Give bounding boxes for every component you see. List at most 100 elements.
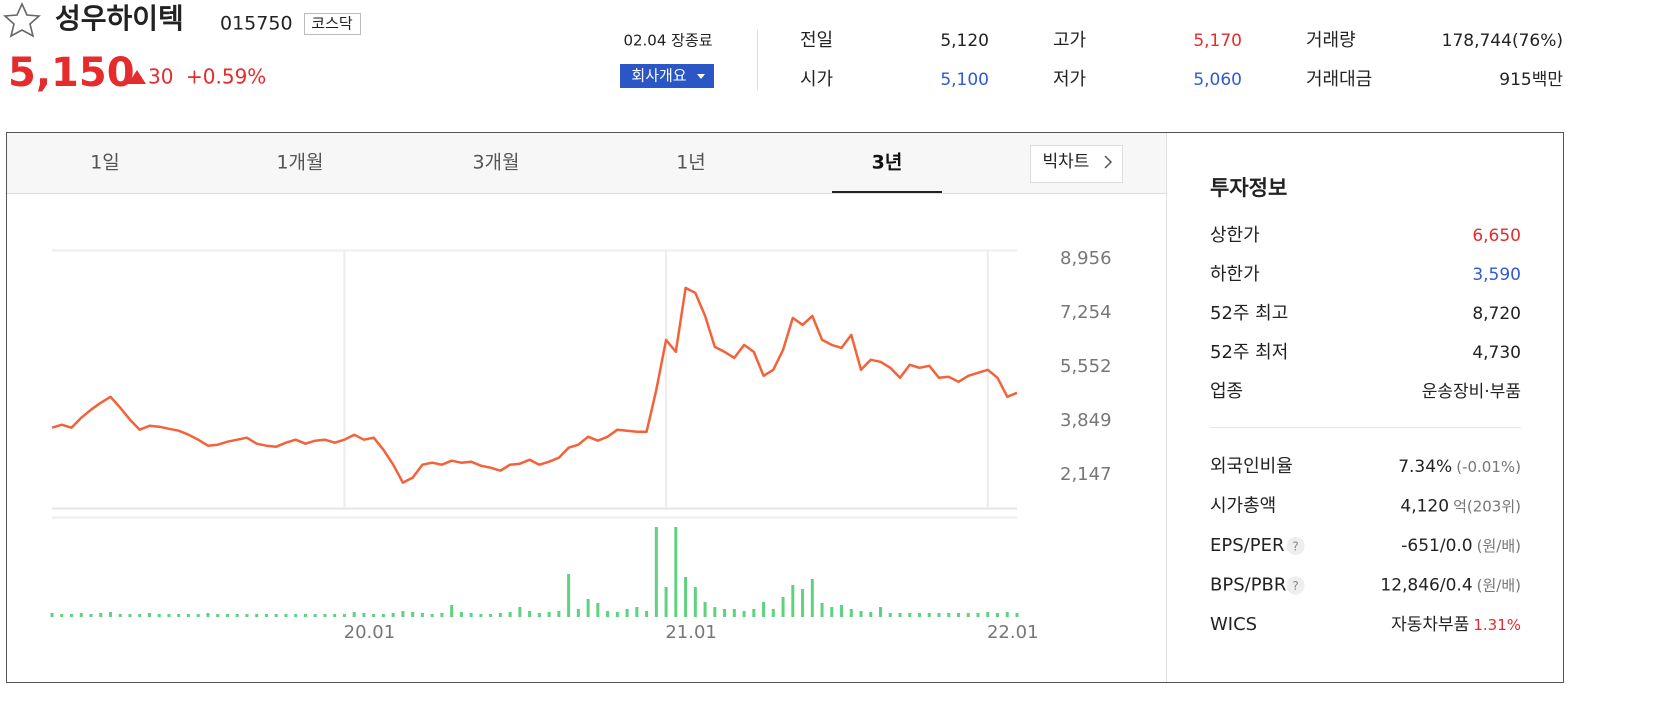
- x-tick-label: 21.01: [665, 622, 717, 643]
- chart-box: [6, 132, 1564, 683]
- volume-bar: [576, 609, 580, 617]
- tab[interactable]: 1년: [676, 152, 706, 174]
- volume-bar: [957, 613, 961, 617]
- volume-bar: [489, 614, 493, 617]
- volume-bar: [810, 579, 814, 617]
- volume-bar: [723, 609, 727, 617]
- volume-bar: [674, 527, 678, 617]
- volume-bar: [303, 614, 307, 617]
- stock-code: 015750: [220, 13, 293, 35]
- info-value: 4,730: [1472, 343, 1521, 363]
- sub-value: (-0.01%): [1456, 458, 1521, 476]
- volume-bar: [323, 614, 327, 617]
- volume-bar: [732, 609, 736, 617]
- stat-value: 178,744(76%): [1442, 31, 1563, 51]
- volume-bar: [450, 605, 454, 617]
- volume-bar: [381, 614, 385, 617]
- volume-bar: [333, 614, 337, 617]
- volume-bar: [996, 613, 1000, 617]
- y-tick-label: 5,552: [1060, 356, 1112, 377]
- market-badge: [304, 13, 361, 35]
- value: 4,730: [1472, 343, 1521, 363]
- volume-bar: [801, 589, 805, 617]
- help-icon[interactable]: [1286, 576, 1305, 595]
- info-label: 시가총액: [1210, 496, 1276, 517]
- volume-bar: [167, 614, 171, 617]
- volume-bar: [567, 574, 571, 617]
- info-label: 52주 최저: [1210, 342, 1288, 363]
- volume-bar: [79, 613, 83, 617]
- info-value: -651/0.0 (원/배): [1401, 536, 1521, 556]
- tab-bar: [7, 133, 1166, 193]
- volume-bar: [791, 585, 795, 617]
- volume-bar: [60, 614, 64, 617]
- volume-bar: [89, 614, 93, 617]
- info-value: 6,650: [1472, 226, 1521, 246]
- volume-bar: [606, 611, 610, 617]
- volume-bar: [742, 611, 746, 617]
- volume-bar: [684, 577, 688, 617]
- info-label: 하한가: [1210, 264, 1260, 285]
- help-icon[interactable]: [1286, 537, 1305, 555]
- stat-value: 5,120: [940, 31, 989, 51]
- help-mark: ?: [1292, 540, 1298, 554]
- sub-value: 억(203위): [1453, 497, 1521, 515]
- bigchart-button[interactable]: [1030, 145, 1123, 183]
- favorite-star[interactable]: [3, 2, 41, 38]
- volume-bar: [537, 613, 541, 617]
- volume-bar: [888, 613, 892, 617]
- volume-bar: [625, 609, 629, 617]
- volume-bar: [879, 607, 883, 617]
- volume-bar: [206, 613, 210, 617]
- info-label: WICS: [1210, 614, 1257, 635]
- volume-bar: [820, 603, 824, 617]
- volume-bar: [430, 614, 434, 617]
- volume-bar: [645, 611, 649, 617]
- stock-name: 성우하이텍: [55, 2, 184, 35]
- info-value: 12,846/0.4 (원/배): [1380, 576, 1521, 596]
- volume-bar: [898, 613, 902, 617]
- company-button-label[interactable]: 회사개요: [631, 67, 686, 85]
- stat-label: 시가: [800, 69, 833, 90]
- value: 12,846/0.4: [1380, 576, 1472, 596]
- volume-bar: [274, 614, 278, 617]
- volume-bar: [362, 613, 366, 617]
- volume-bar: [147, 613, 151, 617]
- company-button[interactable]: [620, 64, 714, 88]
- info-label: 외국인비율: [1210, 456, 1293, 477]
- y-tick-label: 7,254: [1060, 302, 1112, 323]
- volume-bar: [557, 611, 561, 617]
- volume-bar: [411, 612, 415, 617]
- volume-bar: [664, 587, 668, 617]
- tab[interactable]: 3년: [872, 152, 903, 174]
- volume-bar: [99, 613, 103, 617]
- info-value: 3,590: [1472, 265, 1521, 285]
- info-value: 운송장비·부품: [1422, 382, 1521, 402]
- change-percent: +0.59%: [186, 65, 266, 89]
- value: 3,590: [1472, 265, 1521, 285]
- change: 30: [148, 65, 173, 89]
- market-label: 코스닥: [311, 15, 353, 33]
- volume-bar: [586, 599, 590, 617]
- volume-bar: [869, 612, 873, 617]
- volume-bar: [654, 527, 658, 617]
- tab[interactable]: 1일: [90, 152, 120, 174]
- stat-label: 거래대금: [1306, 69, 1372, 90]
- stat-label: 거래량: [1306, 30, 1356, 51]
- volume-bar: [391, 613, 395, 617]
- bigchart-label[interactable]: 빅차트: [1043, 152, 1090, 172]
- volume-bar: [927, 613, 931, 617]
- chevron: [1104, 155, 1113, 169]
- sub-value: (원/배): [1477, 576, 1521, 594]
- volume-bar: [284, 614, 288, 617]
- info-label: EPS/PER: [1210, 535, 1284, 556]
- volume-bar: [908, 613, 912, 617]
- tab[interactable]: 1개월: [276, 152, 323, 174]
- volume-bar: [469, 613, 473, 617]
- tab[interactable]: 3개월: [472, 152, 519, 174]
- volume-bar: [762, 602, 766, 617]
- info-label: BPS/PBR: [1210, 575, 1286, 596]
- volume-bar: [196, 614, 200, 617]
- value: 6,650: [1472, 226, 1521, 246]
